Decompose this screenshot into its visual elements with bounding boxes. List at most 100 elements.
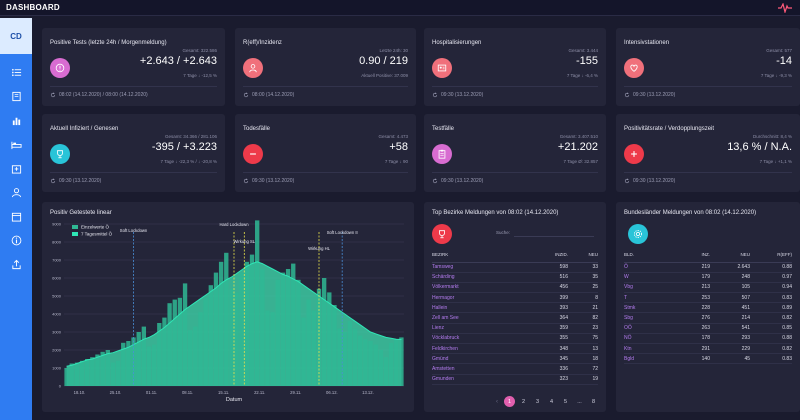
cell-value: 359 xyxy=(532,323,568,334)
region-name[interactable]: Vöcklabruck xyxy=(432,333,532,345)
column-header[interactable]: BEZIRK xyxy=(432,248,532,263)
region-name[interactable]: T xyxy=(624,292,674,304)
table-row[interactable]: NÖ 178 293 0.88 xyxy=(624,333,792,345)
bar xyxy=(151,344,157,386)
sidebar-item-book[interactable] xyxy=(0,84,32,108)
refresh-icon[interactable] xyxy=(50,92,56,98)
region-name[interactable]: Lienz xyxy=(432,323,532,334)
table-row[interactable]: OÖ 263 541 0.85 xyxy=(624,323,792,334)
page-button[interactable]: 1 xyxy=(504,396,515,407)
table-row[interactable]: Ktn 291 229 0.82 xyxy=(624,343,792,355)
region-name[interactable]: Feldkirchen xyxy=(432,343,532,355)
refresh-icon[interactable] xyxy=(624,92,630,98)
table-row[interactable]: Bgld 140 45 0.83 xyxy=(624,353,792,365)
search-input[interactable] xyxy=(514,228,594,237)
page-button[interactable]: ... xyxy=(577,398,582,405)
table-row[interactable]: Amstetten 336 72 xyxy=(432,363,598,375)
column-header[interactable]: R(EFF) xyxy=(750,248,792,263)
column-header[interactable]: NEU xyxy=(710,248,750,263)
table-row[interactable]: Ö 219 2.643 0.88 xyxy=(624,262,792,273)
trophy-icon xyxy=(50,144,70,164)
region-name[interactable]: Stmk xyxy=(624,302,674,314)
cell-value: 219 xyxy=(674,262,710,273)
region-name[interactable]: Völkermarkt xyxy=(432,282,532,294)
region-name[interactable]: Ktn xyxy=(624,343,674,355)
region-name[interactable]: Tamsweg xyxy=(432,262,532,273)
sidebar-item-share[interactable] xyxy=(0,252,32,276)
region-name[interactable]: Gmunden xyxy=(432,374,532,385)
cell-value: 82 xyxy=(568,312,598,324)
table-row[interactable]: Sbg 276 214 0.82 xyxy=(624,312,792,324)
bar xyxy=(74,362,80,386)
page-button[interactable]: 8 xyxy=(591,398,596,405)
table-row[interactable]: Vöcklabruck 355 75 xyxy=(432,333,598,345)
table-row[interactable]: Völkermarkt 456 25 xyxy=(432,282,598,294)
column-header[interactable]: NEU xyxy=(568,248,598,263)
column-header[interactable]: BLD. xyxy=(624,248,674,263)
table-row[interactable]: Lienz 359 23 xyxy=(432,323,598,334)
region-name[interactable]: Ö xyxy=(624,262,674,273)
table-row[interactable]: W 179 248 0.97 xyxy=(624,272,792,283)
refresh-icon[interactable] xyxy=(432,92,438,98)
page-button[interactable]: 5 xyxy=(563,398,568,405)
table-row[interactable]: Schärding 516 35 xyxy=(432,272,598,283)
region-name[interactable]: Schärding xyxy=(432,272,532,283)
refresh-icon[interactable] xyxy=(50,178,56,184)
sidebar-item-user[interactable] xyxy=(0,180,32,204)
table-row[interactable]: Gmunden 323 19 xyxy=(432,374,598,385)
bezirke-title: Top Bezirke Meldungen von 08:02 (14.12.2… xyxy=(432,210,559,216)
region-name[interactable]: Sbg xyxy=(624,312,674,324)
refresh-icon[interactable] xyxy=(624,178,630,184)
sidebar-item-hospital[interactable] xyxy=(0,156,32,180)
chevron-left-icon[interactable]: ‹ xyxy=(496,398,498,405)
refresh-icon[interactable] xyxy=(243,92,249,98)
logo[interactable]: CD xyxy=(0,18,32,54)
bar xyxy=(146,346,152,386)
sidebar-item-list[interactable] xyxy=(0,60,32,84)
bar xyxy=(234,292,239,386)
column-header[interactable]: INZID. xyxy=(532,248,568,263)
page-button[interactable]: 2 xyxy=(521,398,526,405)
sidebar: CD xyxy=(0,18,32,420)
refresh-icon[interactable] xyxy=(243,178,249,184)
region-name[interactable]: Hallein xyxy=(432,302,532,314)
table-row[interactable]: Hallein 393 21 xyxy=(432,302,598,314)
kpi-card: Intensivstationen Gesamt: 577 -14 7 Tage ↓ … xyxy=(616,28,800,106)
region-name[interactable]: Bgld xyxy=(624,353,674,365)
bar xyxy=(182,283,188,386)
sidebar-item-chart[interactable] xyxy=(0,108,32,132)
region-name[interactable]: Vbg xyxy=(624,282,674,294)
region-name[interactable]: Zell am See xyxy=(432,312,532,324)
table-row[interactable]: Feldkirchen 348 13 xyxy=(432,343,598,355)
column-header[interactable]: INZ. xyxy=(674,248,710,263)
alert-icon xyxy=(50,58,70,78)
table-row[interactable]: Hermagor 399 8 xyxy=(432,292,598,304)
region-name[interactable]: Amstetten xyxy=(432,363,532,375)
kpi-timestamp: 09:30 (13.12.2020) xyxy=(633,92,676,98)
region-name[interactable]: Hermagor xyxy=(432,292,532,304)
sidebar-item-bed[interactable] xyxy=(0,132,32,156)
table-row[interactable]: Gmünd 345 18 xyxy=(432,353,598,365)
table-row[interactable]: Vbg 213 105 0.94 xyxy=(624,282,792,294)
region-name[interactable]: W xyxy=(624,272,674,283)
sidebar-item-calendar[interactable] xyxy=(0,204,32,228)
page-button[interactable]: 3 xyxy=(535,398,540,405)
region-name[interactable]: OÖ xyxy=(624,323,674,334)
kpi-value: +21.202 xyxy=(557,141,598,153)
region-name[interactable]: Gmünd xyxy=(432,353,532,365)
kpi-total: Letzte 24h: 30 xyxy=(379,48,408,53)
kpi-footer: 09:30 (13.12.2020) xyxy=(624,178,675,184)
table-row[interactable]: Tamsweg 598 33 xyxy=(432,262,598,273)
sidebar-item-info[interactable] xyxy=(0,228,32,252)
table-row[interactable]: Zell am See 364 82 xyxy=(432,312,598,324)
kpi-timestamp: 09:30 (13.12.2020) xyxy=(441,178,484,184)
pulse-icon[interactable] xyxy=(778,2,792,13)
bar xyxy=(188,330,193,386)
cell-value: 456 xyxy=(532,282,568,294)
table-row[interactable]: T 253 507 0.83 xyxy=(624,292,792,304)
bar xyxy=(141,326,147,386)
region-name[interactable]: NÖ xyxy=(624,333,674,345)
page-button[interactable]: 4 xyxy=(549,398,554,405)
refresh-icon[interactable] xyxy=(432,178,438,184)
table-row[interactable]: Stmk 228 451 0.89 xyxy=(624,302,792,314)
